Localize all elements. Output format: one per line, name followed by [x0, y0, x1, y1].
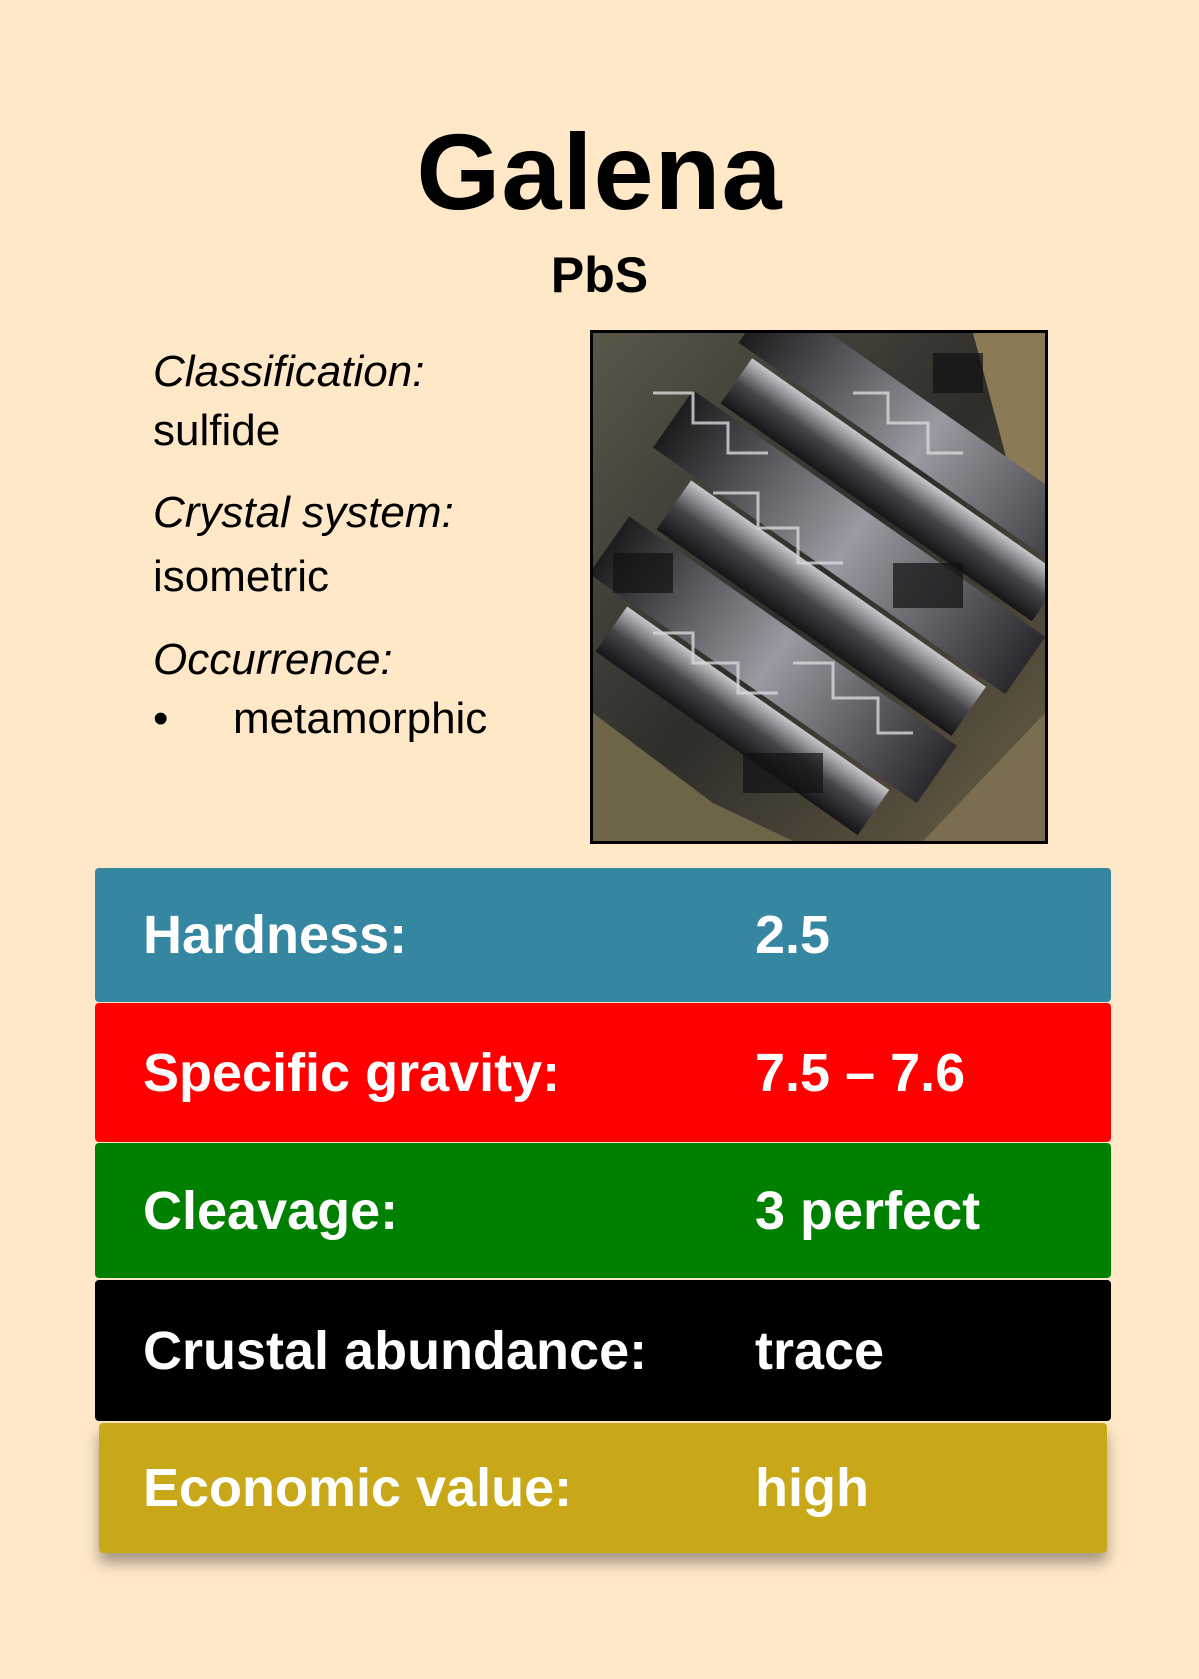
property-row-specific-gravity: Specific gravity: 7.5 – 7.6 — [95, 1003, 1111, 1142]
chemical-formula: PbS — [550, 247, 649, 303]
property-value: 2.5 — [755, 905, 831, 965]
property-label: Cleavage: — [143, 1180, 399, 1241]
property-row-economic-value: Economic value: high — [99, 1423, 1107, 1553]
classification-label: Classification: — [153, 347, 425, 396]
property-label: Hardness: — [143, 905, 408, 965]
property-row-cleavage: Cleavage: 3 perfect — [95, 1143, 1111, 1278]
occurrence-label: Occurrence: — [153, 635, 393, 684]
occurrence-item: metamorphic — [233, 694, 488, 743]
property-row-hardness: Hardness: 2.5 — [95, 868, 1111, 1002]
bullet-icon: • — [153, 694, 169, 743]
classification-value: sulfide — [153, 406, 281, 455]
property-value: 7.5 – 7.6 — [755, 1042, 966, 1103]
property-value: trace — [755, 1320, 885, 1381]
occurrence-list-item: • metamorphic — [153, 697, 573, 747]
crystal-system-label: Crystal system: — [153, 488, 454, 537]
galena-crystal-photo-icon — [593, 333, 1045, 841]
property-row-crustal-abundance: Crustal abundance: trace — [95, 1280, 1111, 1421]
property-label: Crustal abundance: — [143, 1320, 648, 1381]
crystal-system-value: isometric — [153, 552, 330, 601]
property-label: Economic value: — [143, 1458, 573, 1518]
mineral-photo — [590, 330, 1048, 844]
property-value: 3 perfect — [755, 1180, 981, 1241]
mineral-name: Galena — [416, 111, 783, 232]
property-value: high — [755, 1458, 869, 1518]
property-label: Specific gravity: — [143, 1042, 561, 1103]
